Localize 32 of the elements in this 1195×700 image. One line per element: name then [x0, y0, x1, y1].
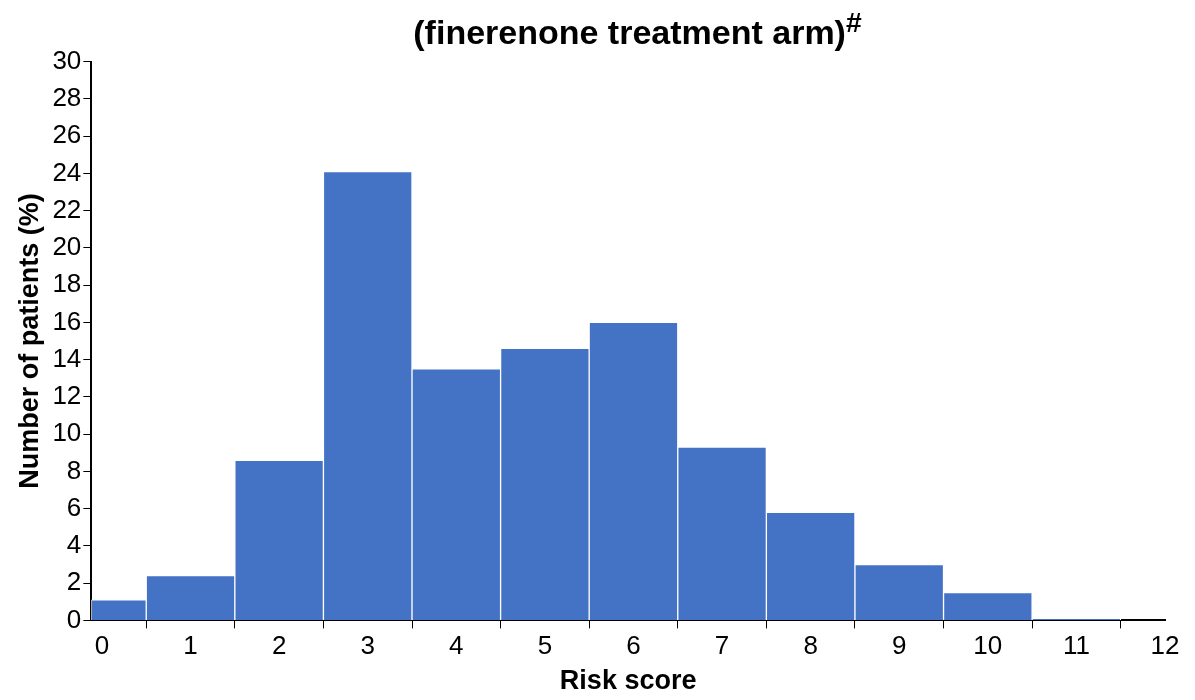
chart-title: (finerenone treatment arm)$^{#}$: [412, 5, 863, 52]
x-tick-label: 5: [537, 630, 553, 661]
y-tick-label: 8: [66, 454, 82, 485]
y-tick-label: 16: [52, 305, 82, 336]
x-tick-label: 3: [360, 630, 375, 661]
x-tick-label: 1: [183, 630, 198, 661]
x-axis-title: Risk score: [559, 665, 697, 696]
y-tick-label: 14: [52, 342, 82, 373]
x-tick-label: 6: [626, 630, 641, 661]
x-tick-label: 7: [714, 630, 730, 661]
y-tick-label: 18: [52, 268, 82, 299]
y-tick-label: 30: [52, 44, 82, 75]
y-tick-label: 10: [52, 417, 82, 448]
x-tick-label: 2: [271, 630, 287, 661]
x-tick-label: 10: [973, 630, 1003, 661]
y-tick-label: 22: [52, 193, 82, 224]
x-tick-label: 9: [892, 630, 907, 661]
y-tick-label: 12: [52, 380, 82, 411]
y-axis-title: Number of patients (%): [13, 193, 44, 489]
x-tick-label: 11: [1062, 630, 1090, 661]
y-tick-label: 26: [52, 119, 82, 150]
x-tick-label: 4: [449, 630, 464, 661]
y-tick-label: 0: [66, 603, 82, 634]
y-tick-label: 6: [66, 491, 82, 522]
y-tick-label: 28: [52, 82, 82, 113]
y-tick-label: 20: [52, 231, 82, 262]
y-tick-label: 4: [66, 529, 82, 560]
x-tick-label: 8: [803, 630, 818, 661]
x-tick-label: 12: [1150, 630, 1180, 661]
y-tick-label: 24: [52, 156, 82, 187]
y-tick-label: 2: [66, 566, 82, 597]
x-tick-label: 0: [94, 630, 110, 661]
